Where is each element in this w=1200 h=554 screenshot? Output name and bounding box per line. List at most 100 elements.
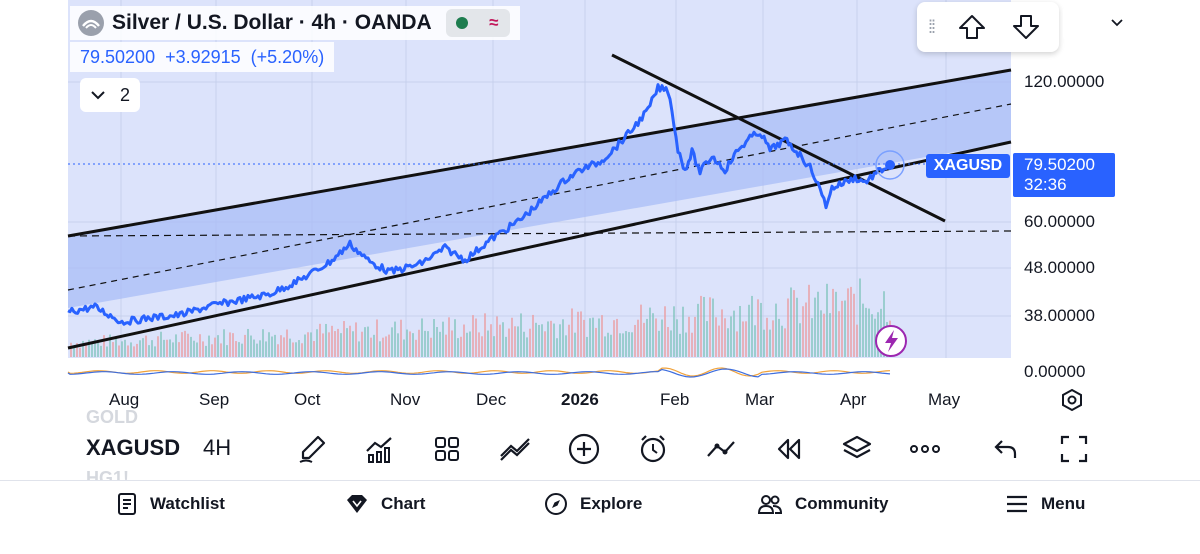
oscillator-line-2	[67, 368, 891, 378]
volume-bar	[763, 329, 765, 357]
volume-bar	[127, 345, 129, 357]
layers-icon[interactable]	[837, 430, 877, 468]
price-axis-label: 60.00000	[1024, 212, 1095, 231]
volume-bar	[196, 342, 198, 357]
volume-bar	[385, 336, 387, 357]
compass-icon	[545, 493, 567, 515]
volume-bar	[796, 297, 798, 357]
price-axis-label: 0.00000	[1024, 362, 1086, 381]
volume-bar	[373, 334, 375, 357]
community-icon	[757, 495, 783, 514]
volume-bar	[319, 323, 321, 357]
volume-bar	[421, 318, 423, 357]
chart-icon	[347, 495, 367, 513]
volume-bar	[787, 298, 789, 357]
last-price-value: 79.50200	[80, 46, 156, 67]
volume-bar	[868, 308, 870, 357]
last-price-marker	[885, 160, 895, 170]
chart-settings-icon[interactable]	[1058, 386, 1086, 414]
more-icon[interactable]	[905, 430, 945, 468]
trade-arrow-panel: ⁞⁞	[917, 2, 1059, 52]
volume-bar	[94, 339, 96, 357]
volume-bar	[382, 337, 384, 357]
compare-icon[interactable]	[495, 430, 535, 468]
volume-bar	[574, 332, 576, 357]
volume-bar	[100, 345, 102, 357]
volume-bar	[472, 315, 474, 357]
drag-handle-icon[interactable]: ⁞⁞	[927, 16, 936, 37]
symbol-search-button[interactable]: XAGUSD	[86, 435, 181, 460]
volume-bar	[694, 316, 696, 357]
volume-bar	[571, 308, 573, 357]
volume-bar	[265, 341, 267, 357]
volume-bar	[742, 321, 744, 357]
volume-bar	[712, 298, 714, 357]
volume-bar	[268, 332, 270, 357]
volume-bar	[76, 343, 78, 357]
volume-bar	[535, 322, 537, 357]
nav-watchlist[interactable]: Watchlist	[116, 481, 225, 527]
nav-explore[interactable]: Explore	[544, 481, 642, 527]
indicator-collapse-button[interactable]: 2	[80, 78, 140, 112]
add-icon[interactable]	[564, 430, 604, 468]
scale-dropdown[interactable]	[1063, 6, 1131, 40]
nav-label: Chart	[381, 494, 426, 513]
price-chart[interactable]	[0, 0, 1200, 380]
nav-chart[interactable]: Chart	[345, 481, 425, 527]
symbol-legend[interactable]: Silver / U.S. Dollar · 4h · OANDA ≈	[70, 6, 520, 40]
volume-bar	[829, 313, 831, 357]
volume-bar	[664, 306, 666, 357]
time-axis-label: Dec	[476, 390, 507, 409]
volume-bar	[733, 310, 735, 357]
drawing-line-icon[interactable]	[701, 430, 741, 468]
volume-bar	[121, 341, 123, 357]
undo-icon[interactable]	[986, 430, 1026, 468]
volume-bar	[337, 328, 339, 357]
volume-bar	[217, 335, 219, 357]
volume-bar	[475, 318, 477, 357]
volume-bar	[397, 333, 399, 357]
volume-bar	[604, 336, 606, 357]
volume-bar	[817, 291, 819, 357]
volume-bar	[313, 341, 315, 357]
volume-bar	[730, 316, 732, 357]
volume-bar	[277, 344, 279, 357]
volume-bar	[316, 329, 318, 357]
interval-button[interactable]: 4H	[203, 435, 232, 460]
chart-area[interactable]	[0, 0, 1200, 380]
market-status-pill[interactable]: ≈	[445, 9, 510, 37]
volume-bar	[460, 336, 462, 357]
alert-icon[interactable]	[633, 430, 673, 468]
nav-community[interactable]: Community	[757, 481, 889, 527]
volume-bar	[310, 332, 312, 357]
volume-bar	[211, 344, 213, 357]
volume-bar	[634, 324, 636, 357]
alert-bolt-icon[interactable]	[875, 325, 907, 357]
indicators-icon[interactable]	[359, 430, 399, 468]
fullscreen-icon[interactable]	[1054, 430, 1094, 468]
nav-menu[interactable]: Menu	[1005, 481, 1085, 527]
volume-bar	[784, 328, 786, 357]
volume-bar	[226, 345, 228, 357]
volume-bar	[178, 342, 180, 357]
volume-bar	[523, 331, 525, 357]
brush-icon[interactable]	[292, 430, 332, 468]
sell-arrow-button[interactable]	[999, 2, 1053, 52]
volume-bar	[673, 306, 675, 357]
volume-bar	[145, 335, 147, 357]
volume-bar	[745, 321, 747, 357]
volume-bar	[646, 318, 648, 357]
time-axis[interactable]: Aug Sep Oct Nov Dec 2026 Feb Mar Apr May	[0, 384, 1200, 414]
buy-arrow-button[interactable]	[945, 2, 999, 52]
prev-symbol-hint[interactable]: GOLD	[86, 407, 138, 427]
volume-bar	[514, 326, 516, 357]
volume-bar	[418, 329, 420, 357]
volume-bar	[346, 328, 348, 357]
volume-bar	[163, 339, 165, 357]
replay-icon[interactable]	[769, 430, 809, 468]
volume-bar	[301, 343, 303, 357]
volume-bar	[148, 345, 150, 357]
volume-bar	[538, 324, 540, 357]
layouts-icon[interactable]	[427, 430, 467, 468]
volume-bar	[286, 329, 288, 357]
